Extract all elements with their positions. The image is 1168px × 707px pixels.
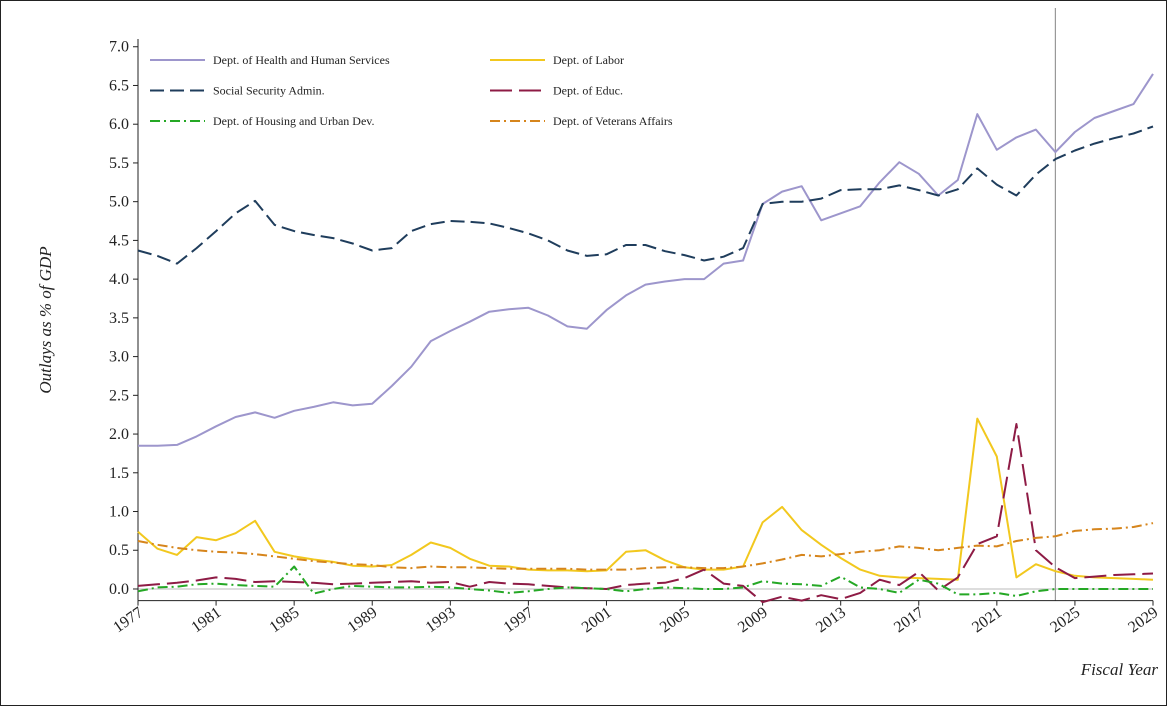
y-tick-label: 2.0 xyxy=(109,426,129,443)
y-tick-label: 6.0 xyxy=(109,116,129,133)
series-line xyxy=(137,125,1154,265)
series-line xyxy=(137,423,1154,604)
legend-label: Dept. of Health and Human Services xyxy=(213,53,390,67)
y-tick-label: 6.5 xyxy=(109,77,129,94)
legend-label: Dept. of Labor xyxy=(553,53,624,67)
y-tick-label: 5.5 xyxy=(109,155,129,172)
y-tick-label: 3.0 xyxy=(109,349,129,366)
series-line xyxy=(138,73,1154,447)
y-tick-label: 1.5 xyxy=(109,465,129,482)
y-tick-label: 4.5 xyxy=(109,232,129,249)
legend-label: Dept. of Housing and Urban Dev. xyxy=(213,114,375,128)
series-line xyxy=(137,522,1154,571)
series-line xyxy=(137,565,1153,597)
y-tick-label: 4.0 xyxy=(109,271,129,288)
y-tick-label: 0.0 xyxy=(109,581,129,598)
y-tick-label: 2.5 xyxy=(109,387,129,404)
legend-label: Dept. of Educ. xyxy=(553,84,623,98)
y-tick-label: 0.5 xyxy=(109,542,129,559)
y-tick-label: 3.5 xyxy=(109,310,129,327)
legend-label: Dept. of Veterans Affairs xyxy=(553,114,673,128)
y-tick-label: 1.0 xyxy=(109,504,129,521)
legend-label: Social Security Admin. xyxy=(213,84,325,98)
y-tick-label: 5.0 xyxy=(109,194,129,211)
y-tick-label: 7.0 xyxy=(109,39,129,56)
series-line xyxy=(137,417,1154,581)
x-axis-label: Fiscal Year xyxy=(1080,660,1159,679)
y-axis-label: Outlays as % of GDP xyxy=(36,246,55,393)
